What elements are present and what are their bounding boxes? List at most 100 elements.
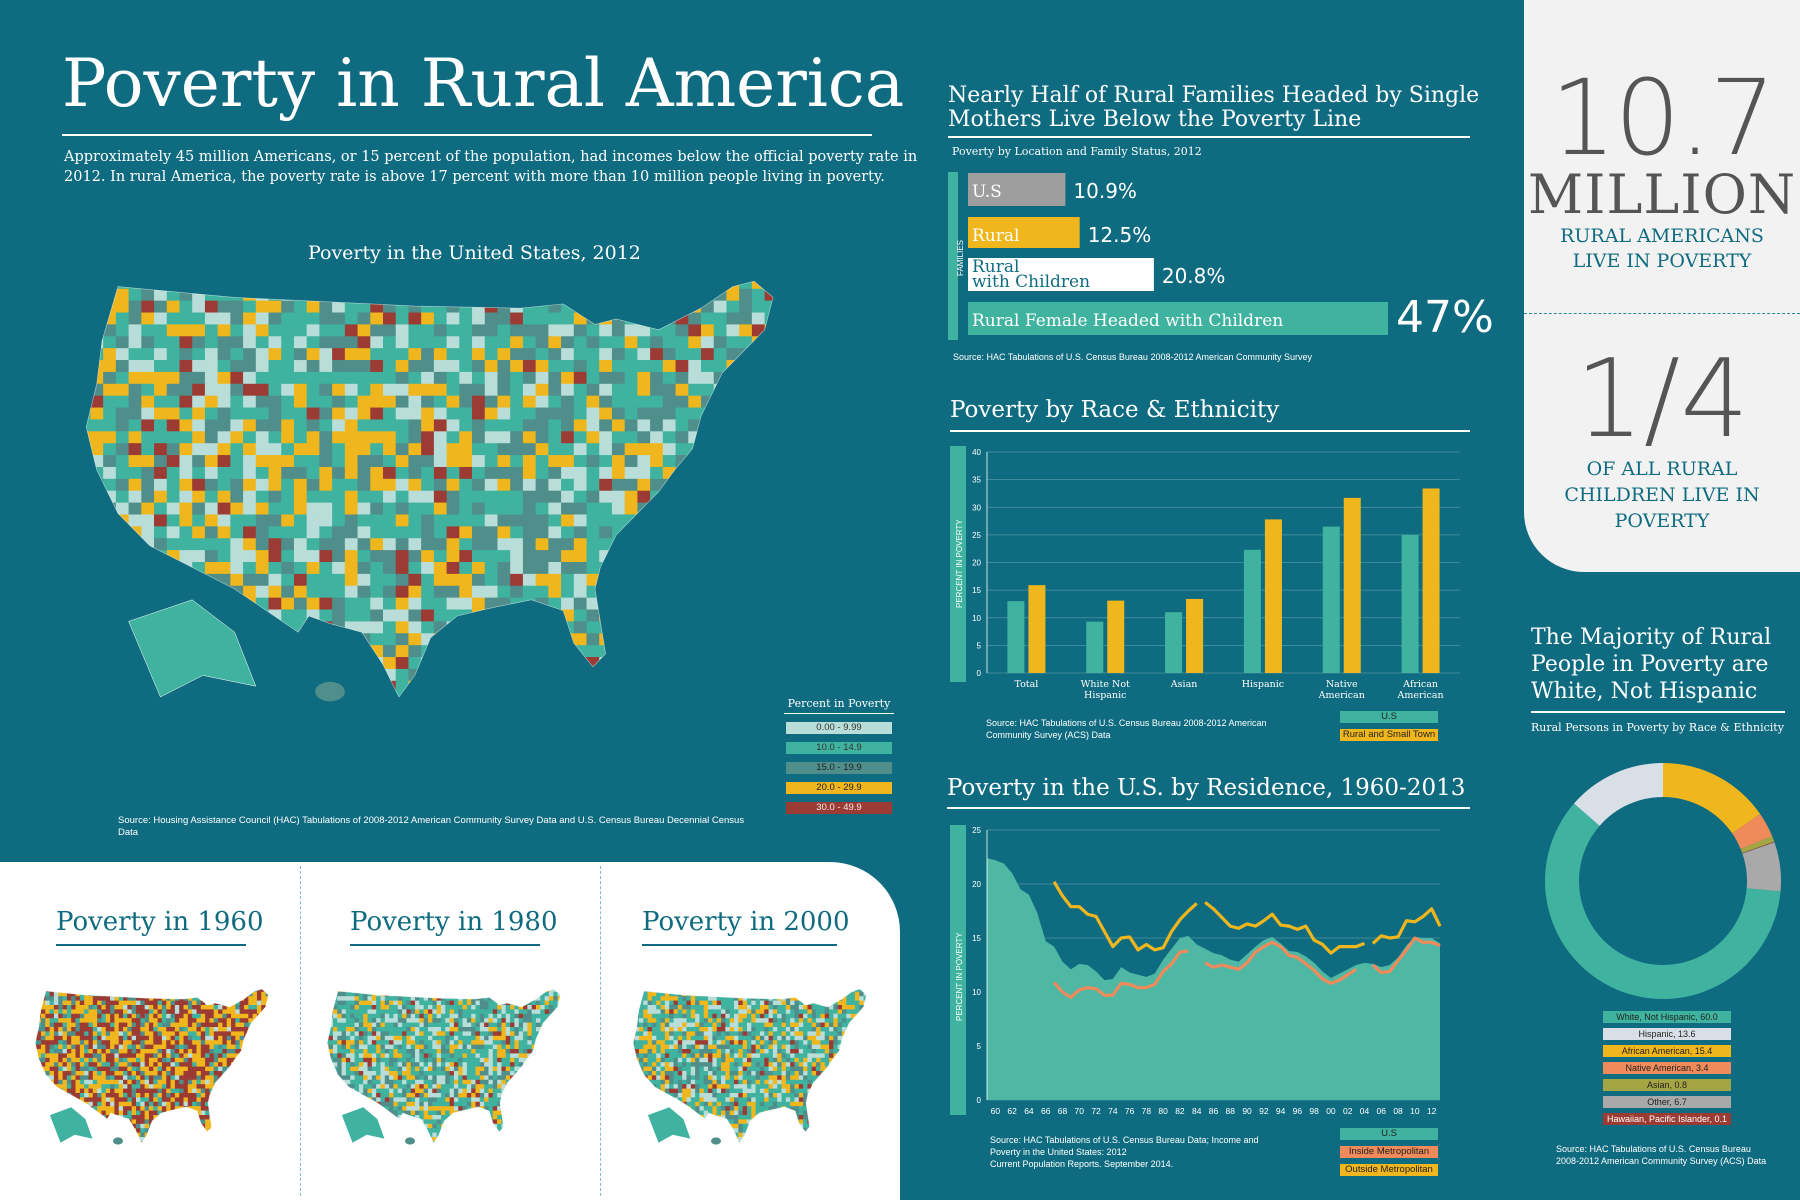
county-cell — [226, 1049, 232, 1054]
county-cell — [153, 1000, 158, 1006]
county-cell — [71, 1035, 76, 1041]
county-cell — [462, 989, 468, 993]
county-cell — [235, 983, 240, 988]
county-cell — [127, 1000, 133, 1006]
county-cell — [415, 991, 420, 997]
county-cell — [90, 455, 104, 468]
county-cell — [222, 1013, 228, 1019]
county-cell — [557, 1027, 561, 1032]
county-cell — [739, 324, 753, 337]
county-cell — [170, 1027, 176, 1032]
county-cell — [395, 466, 409, 480]
county-cell — [248, 1009, 254, 1015]
county-cell — [739, 645, 753, 658]
county-cell — [183, 1040, 189, 1045]
county-cell — [53, 1009, 59, 1015]
county-cell — [505, 1013, 511, 1019]
county-cell — [523, 1031, 528, 1037]
legend-item: 0.00 - 9.99 — [786, 722, 892, 734]
county-cell — [148, 1062, 154, 1067]
county-cell — [239, 1084, 245, 1089]
county-cell — [270, 983, 275, 988]
county-cell — [265, 1066, 269, 1072]
county-cell — [244, 1000, 249, 1006]
county-cell — [265, 1018, 269, 1023]
county-cell — [370, 360, 384, 373]
county-cell — [204, 692, 219, 697]
county-cell — [637, 585, 651, 599]
county-cell — [501, 1027, 507, 1032]
county-cell — [367, 1009, 373, 1015]
county-cell — [86, 585, 91, 599]
county-cell — [327, 1018, 330, 1023]
county-cell — [522, 668, 537, 682]
county-cell — [170, 1022, 176, 1028]
county-cell — [510, 265, 523, 277]
county-cell — [170, 1097, 176, 1103]
county-cell — [406, 1013, 412, 1019]
county-cell — [265, 991, 269, 997]
county-cell — [319, 597, 333, 610]
county-cell — [306, 395, 320, 408]
county-cell — [148, 1009, 154, 1015]
county-cell — [129, 265, 142, 277]
county-cell — [599, 633, 613, 646]
county-cell — [466, 989, 472, 993]
county-cell — [358, 1018, 364, 1023]
county-cell — [506, 983, 511, 988]
county-cell — [475, 1013, 481, 1019]
county-cell — [408, 490, 422, 503]
county-cell — [127, 1088, 133, 1094]
county-cell — [328, 989, 334, 993]
county-cell — [518, 1009, 524, 1015]
county-cell — [484, 989, 489, 993]
county-cell — [484, 300, 498, 313]
county-cell — [196, 1022, 202, 1028]
county-cell — [306, 538, 320, 551]
county-cell — [161, 1123, 167, 1129]
county-cell — [230, 431, 244, 444]
county-cell — [475, 1005, 481, 1010]
county-cell — [344, 526, 358, 539]
county-cell — [764, 300, 774, 313]
county-cell — [536, 1027, 541, 1032]
county-cell — [218, 265, 231, 277]
county-cell — [261, 1079, 266, 1085]
county-cell — [179, 443, 193, 456]
county-cell — [270, 996, 275, 1001]
county-cell — [650, 348, 664, 361]
county-cell — [611, 383, 626, 397]
county-cell — [101, 1079, 107, 1085]
county-cell — [488, 1000, 494, 1006]
county-cell — [561, 609, 575, 622]
county-cell — [179, 1119, 184, 1125]
county-cell — [408, 371, 422, 385]
county-cell — [650, 680, 664, 694]
county-cell — [157, 1062, 163, 1067]
county-cell — [222, 1022, 228, 1028]
county-cell — [53, 996, 59, 1001]
county-cell — [548, 996, 554, 1001]
county-cell — [255, 657, 269, 670]
county-cell — [28, 1124, 33, 1129]
county-cell — [28, 1102, 33, 1107]
county-cell — [561, 288, 575, 302]
county-cell — [35, 1106, 38, 1111]
county-cell — [306, 645, 320, 658]
county-cell — [153, 1088, 158, 1094]
county-cell — [154, 395, 168, 408]
county-cell — [484, 562, 498, 575]
county-cell — [402, 1018, 407, 1023]
county-cell — [62, 989, 68, 993]
county-cell — [637, 692, 651, 697]
county-cell — [118, 1053, 124, 1059]
county-cell — [472, 597, 486, 610]
county-cell — [293, 407, 308, 420]
county-cell — [380, 1000, 386, 1006]
county-cell — [153, 1062, 158, 1067]
county-cell — [662, 478, 676, 492]
county-cell — [384, 1031, 390, 1037]
county-cell — [599, 526, 613, 539]
county-cell — [384, 1009, 390, 1015]
county-cell — [144, 1013, 150, 1019]
